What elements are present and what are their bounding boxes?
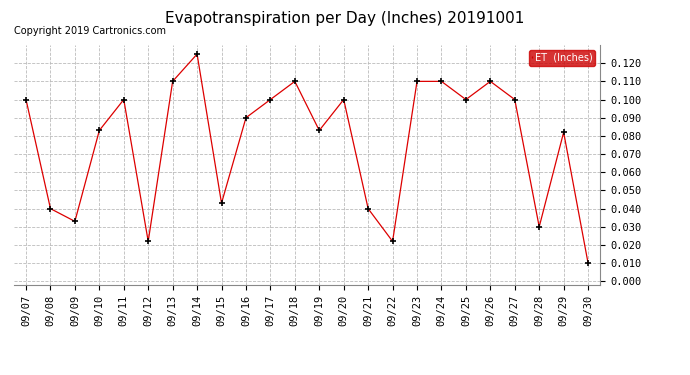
- Text: Evapotranspiration per Day (Inches) 20191001: Evapotranspiration per Day (Inches) 2019…: [166, 11, 524, 26]
- Legend: ET  (Inches): ET (Inches): [529, 50, 595, 66]
- Text: Copyright 2019 Cartronics.com: Copyright 2019 Cartronics.com: [14, 26, 166, 36]
